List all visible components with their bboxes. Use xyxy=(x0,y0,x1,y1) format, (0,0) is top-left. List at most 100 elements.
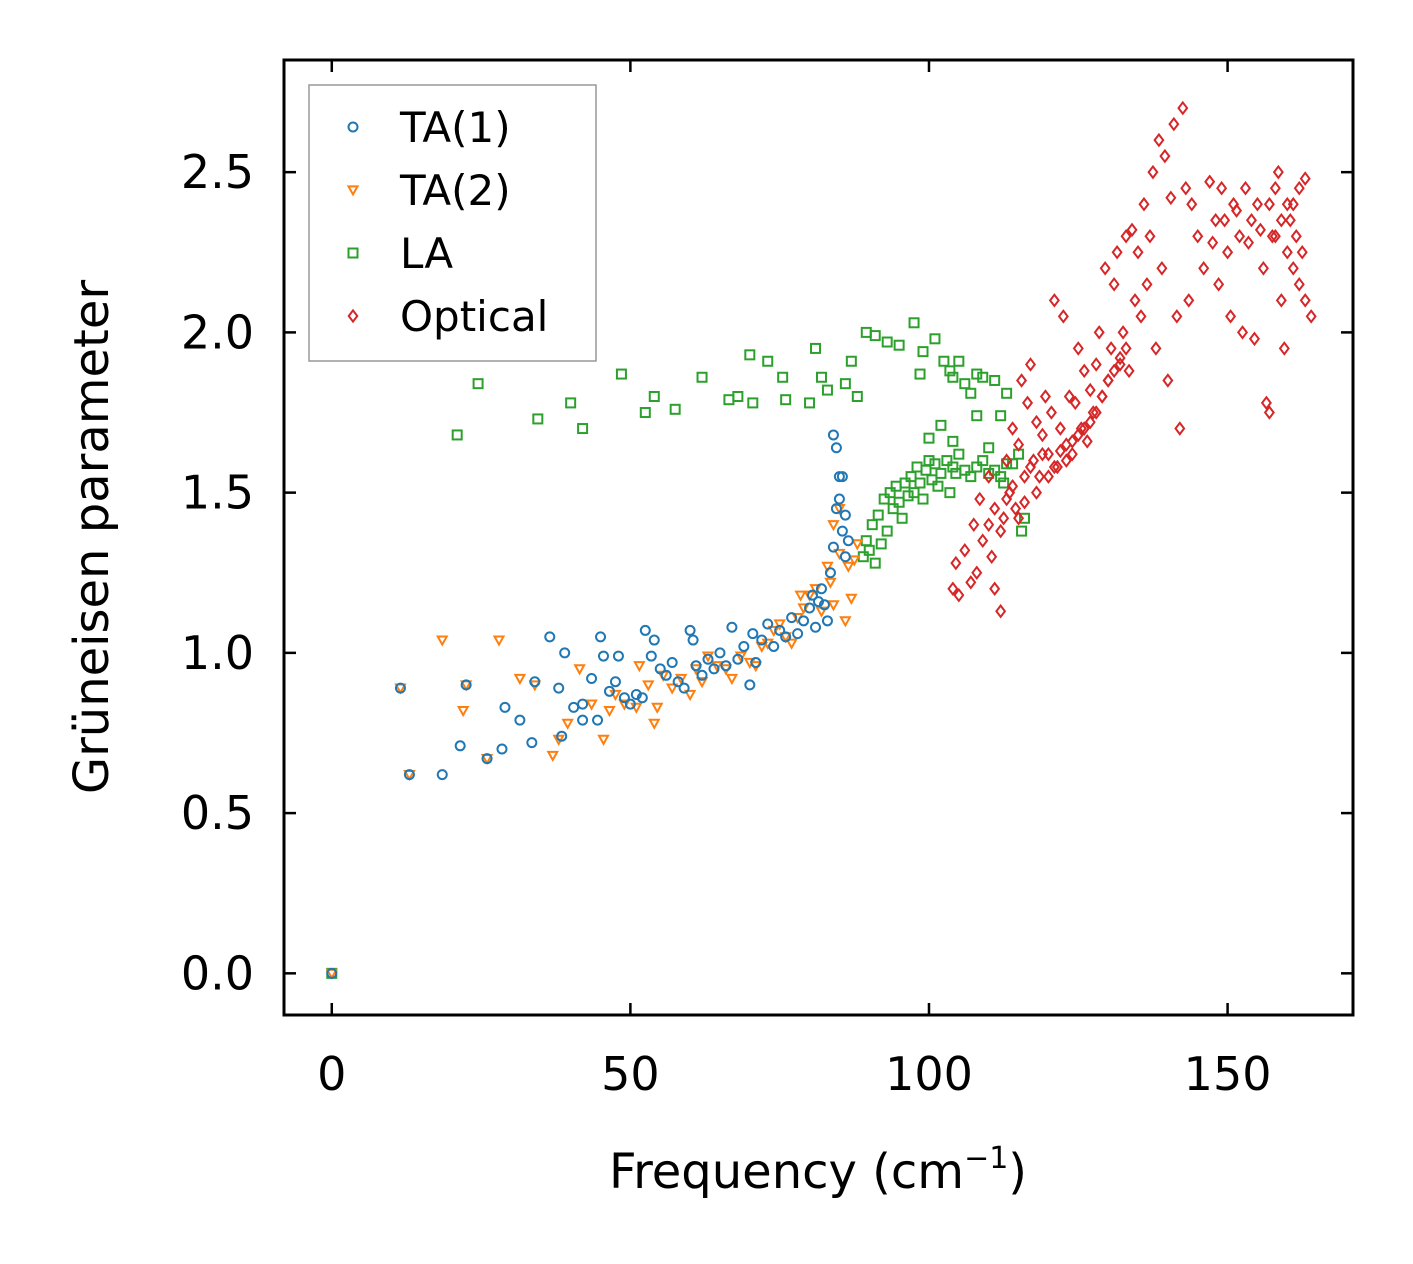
data-point xyxy=(695,677,709,689)
data-point xyxy=(648,634,660,646)
data-point xyxy=(1021,395,1034,411)
data-point xyxy=(1260,395,1272,411)
data-point xyxy=(1281,245,1293,260)
data-point xyxy=(971,461,983,473)
data-point xyxy=(556,730,568,742)
data-point xyxy=(965,575,977,590)
data-point xyxy=(1069,395,1081,411)
data-point xyxy=(1057,309,1069,324)
legend-marker-ta-2- xyxy=(346,185,360,197)
data-point xyxy=(598,650,610,662)
data-point xyxy=(678,682,690,694)
data-point xyxy=(773,619,786,631)
data-point xyxy=(609,676,621,688)
data-point xyxy=(836,525,848,537)
data-point xyxy=(989,501,1001,516)
legend-marker-la xyxy=(347,247,359,259)
data-point xyxy=(529,676,541,688)
data-point xyxy=(899,477,911,489)
data-point xyxy=(1168,116,1180,132)
data-point xyxy=(845,355,857,367)
series-ta-1- xyxy=(326,429,854,979)
data-point xyxy=(944,487,956,499)
data-point xyxy=(827,541,839,553)
x-axis-label-superscript: −1 xyxy=(964,1141,1008,1176)
data-point xyxy=(1213,277,1225,292)
data-point xyxy=(786,612,798,624)
y-tick-label: 1.5 xyxy=(181,466,254,520)
data-point xyxy=(674,673,688,686)
data-point xyxy=(1051,459,1063,475)
data-point xyxy=(842,561,855,573)
data-point xyxy=(1239,180,1252,196)
data-point xyxy=(792,628,804,640)
data-point xyxy=(917,346,929,358)
data-point xyxy=(1096,389,1108,404)
x-tick-label: 150 xyxy=(1184,1047,1272,1101)
data-point xyxy=(492,635,506,647)
data-point xyxy=(1245,212,1258,228)
data-point xyxy=(1141,277,1153,292)
data-point xyxy=(577,423,589,435)
data-point xyxy=(914,368,926,380)
data-point xyxy=(1108,363,1120,379)
x-axis-label-main: Frequency (cm xyxy=(609,1144,964,1200)
data-point xyxy=(794,590,807,602)
data-point xyxy=(821,615,833,627)
data-point xyxy=(947,435,959,447)
data-point xyxy=(1078,363,1090,379)
data-point xyxy=(565,397,577,409)
data-point xyxy=(618,692,630,704)
data-point xyxy=(1135,309,1147,324)
data-point xyxy=(639,407,651,419)
data-point xyxy=(1177,100,1189,116)
data-point xyxy=(514,714,526,726)
data-point xyxy=(1150,341,1162,356)
data-point xyxy=(938,355,950,367)
data-point xyxy=(615,368,627,380)
data-point xyxy=(1019,512,1031,524)
data-point xyxy=(1251,196,1263,212)
data-point xyxy=(1305,309,1317,324)
data-point xyxy=(1001,453,1013,468)
data-point xyxy=(595,631,607,643)
data-point xyxy=(977,371,989,383)
data-point xyxy=(1180,180,1192,196)
data-point xyxy=(648,390,660,402)
data-point xyxy=(702,653,714,665)
data-point xyxy=(780,631,792,643)
data-point xyxy=(544,631,556,643)
data-point xyxy=(947,461,959,473)
data-point xyxy=(1129,293,1141,308)
data-point xyxy=(839,616,852,628)
data-point xyxy=(947,371,959,383)
data-point xyxy=(1033,469,1045,484)
data-point xyxy=(989,374,1001,386)
data-point xyxy=(1007,421,1019,436)
data-point xyxy=(851,539,864,551)
data-point xyxy=(1090,405,1102,420)
data-point xyxy=(1156,261,1168,276)
data-point xyxy=(1036,446,1048,462)
data-point xyxy=(553,682,565,694)
data-point xyxy=(914,477,926,489)
data-point xyxy=(953,587,965,603)
data-point xyxy=(403,769,415,781)
data-point xyxy=(597,734,610,746)
data-point xyxy=(1001,387,1013,399)
data-point xyxy=(603,705,616,718)
data-point xyxy=(1019,469,1031,484)
data-point xyxy=(1293,180,1305,196)
data-point xyxy=(807,589,819,601)
x-tick-label: 0 xyxy=(317,1047,346,1101)
data-point xyxy=(1063,389,1075,404)
data-point xyxy=(950,555,962,571)
data-point xyxy=(456,705,470,718)
data-point xyxy=(1001,458,1013,470)
data-point xyxy=(732,653,744,665)
data-point xyxy=(708,663,720,675)
plot-frame xyxy=(282,58,1355,1017)
x-axis-label-suffix: ) xyxy=(1008,1144,1027,1200)
data-point xyxy=(687,634,699,646)
